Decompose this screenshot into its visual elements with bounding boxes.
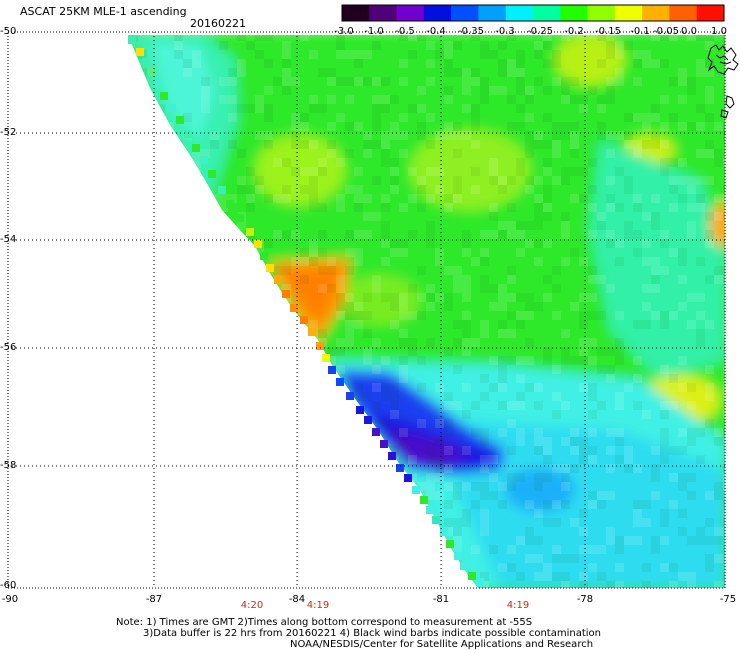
time-label: 4:20 [240,600,264,611]
colorbar-swatch [505,5,534,21]
colorbar-swatch [451,5,479,21]
ascat-swath [128,35,725,588]
footer-note-3: NOAA/NESDIS/Center for Satellite Applica… [290,639,594,650]
product-title: ASCAT 25KM MLE-1 ascending [20,5,187,18]
lon-label: -84 [288,594,306,605]
map-frame [7,31,726,589]
lon-label: -90 [1,594,19,605]
colorbar-swatch [669,5,698,21]
colorbar-label: -0.1 [630,26,650,37]
colorbar-border [341,4,725,22]
lat-label: -56 [0,342,17,353]
lat-label: -58 [0,460,17,471]
lon-label: -78 [576,594,594,605]
colorbar-swatch [587,5,616,21]
footer-note-1: Note: 1) Times are GMT 2)Times along bot… [116,617,533,628]
footer-note-2: 3)Data buffer is 22 hrs from 20160221 4)… [143,628,601,639]
lon-label: -81 [432,594,450,605]
lat-label: -52 [0,127,17,138]
time-label: 4:19 [306,600,330,611]
colorbar-label: -0.2 [564,26,584,37]
lon-label: -87 [145,594,163,605]
colorbar-label: -0.3 [495,26,515,37]
colorbar-swatch [533,5,561,21]
colorbar-swatch [423,5,452,21]
colorbar-swatch [478,5,507,21]
graticule [8,32,725,588]
coastline [707,44,739,119]
lon-label: -75 [719,594,737,605]
colorbar-label: -0.4 [426,26,446,37]
colorbar-swatch [614,5,643,21]
colorbar-swatch [369,5,398,21]
lat-label: -54 [0,234,17,245]
colorbar-swatch [642,5,670,21]
lat-label: -60 [0,580,17,591]
time-label: 4:19 [506,600,530,611]
colorbar [341,4,725,22]
colorbar-swatch [342,5,370,21]
lat-label: -50 [0,26,17,37]
colorbar-swatch [696,5,725,21]
colorbar-swatch [560,5,589,21]
colorbar-swatch [396,5,425,21]
product-date: 20160221 [190,17,246,30]
